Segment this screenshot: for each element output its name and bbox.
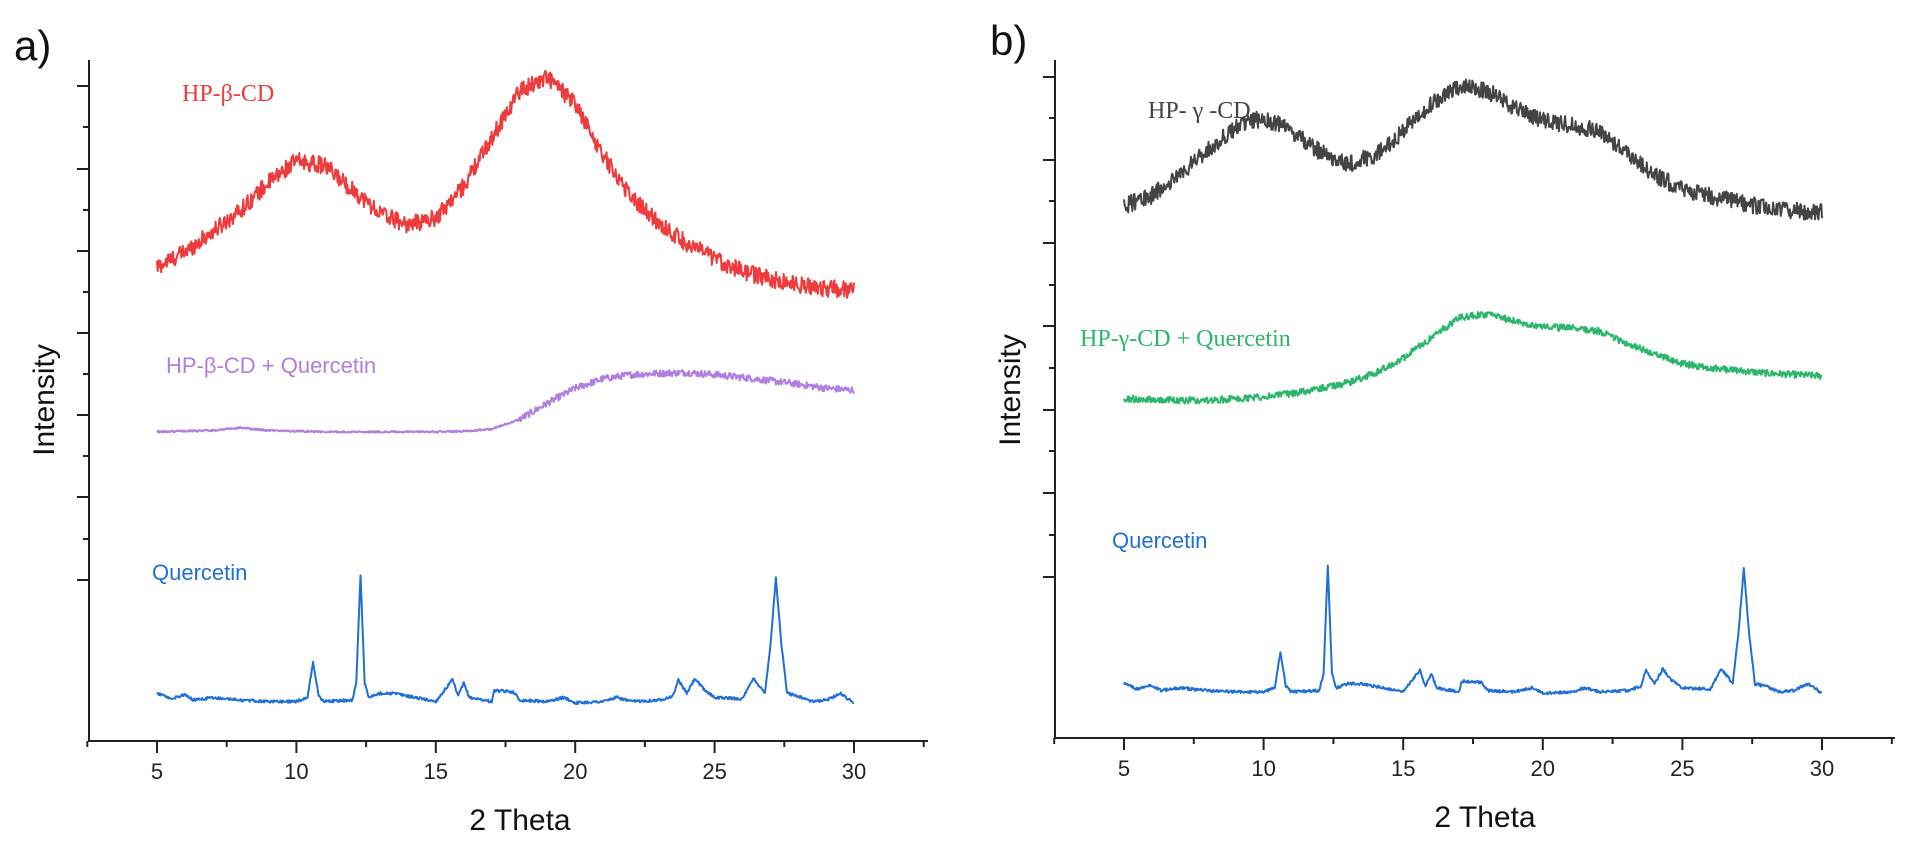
label-quercetin-a: Quercetin [152, 560, 247, 585]
label-hp-gamma-cd-quercetin: HP-γ-CD + Quercetin [1080, 326, 1291, 352]
series-trace-hp-cd-quercetin [156, 369, 855, 434]
panel-a-traces [156, 69, 855, 705]
panel-b-x-axis-title: 2 Theta [1434, 801, 1536, 834]
series-trace-quercetin [156, 574, 855, 705]
x-tick-label: 15 [424, 759, 448, 784]
x-tick-label: 5 [1118, 756, 1130, 781]
panel-b-y-axis-title: Intensity [994, 334, 1027, 446]
label-quercetin-b: Quercetin [1112, 528, 1207, 553]
panel-a-y-axis-title: Intensity [28, 344, 61, 456]
x-tick-label: 25 [1670, 756, 1694, 781]
panel-a-y-ticks [77, 85, 89, 581]
x-tick-label: 20 [563, 759, 587, 784]
panel-a: a) 5 10 15 20 25 30 2 Theta Intensity HP-β-CD… [14, 22, 928, 837]
panel-b-traces [1123, 78, 1823, 696]
x-tick-label: 25 [702, 759, 726, 784]
x-tick-label: 10 [1251, 756, 1275, 781]
series-trace-hp-cd [156, 69, 855, 299]
x-tick-label: 10 [284, 759, 308, 784]
panel-a-label: a) [14, 22, 51, 69]
panel-a-x-axis-title: 2 Theta [469, 804, 571, 837]
label-hp-beta-cd: HP-β-CD [182, 81, 274, 107]
panel-b-label: b) [990, 17, 1027, 64]
panel-b-y-ticks [1043, 76, 1055, 578]
series-trace-hp-cd-quercetin [1123, 311, 1823, 405]
x-tick-label: 5 [151, 759, 163, 784]
label-hp-gamma-cd: HP- γ -CD [1148, 98, 1251, 124]
series-trace-hp-cd [1123, 78, 1823, 221]
panel-b-x-ticks: 5 10 15 20 25 30 [1053, 738, 1893, 781]
x-tick-label: 15 [1391, 756, 1415, 781]
series-trace-quercetin [1123, 564, 1823, 696]
label-hp-beta-cd-quercetin: HP-β-CD + Quercetin [166, 353, 376, 378]
x-tick-label: 30 [1810, 756, 1834, 781]
panel-b: b) 5 10 15 20 25 30 2 Theta Intensity HP- γ -… [990, 17, 1895, 834]
x-tick-label: 30 [842, 759, 866, 784]
x-tick-label: 20 [1531, 756, 1555, 781]
panel-a-x-ticks: 5 10 15 20 25 30 [86, 741, 925, 784]
